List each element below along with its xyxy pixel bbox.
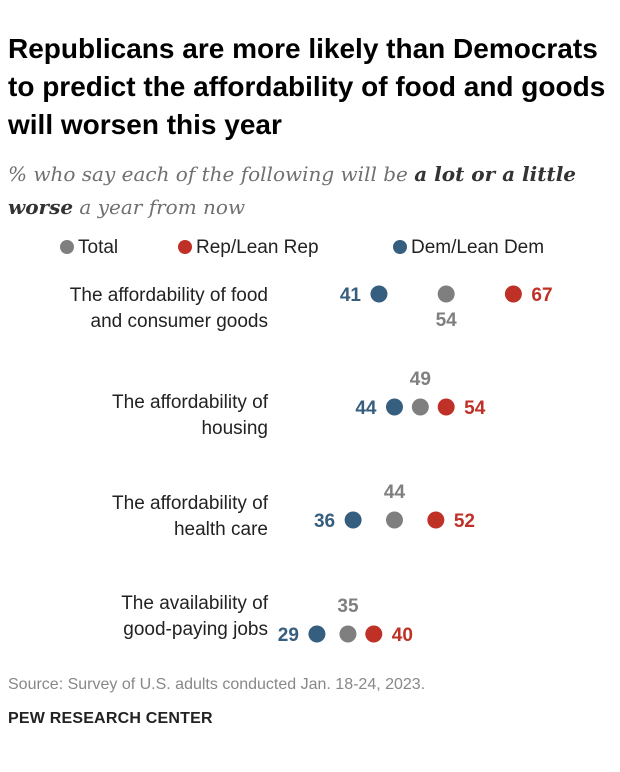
row-label-health-line2: health care	[173, 519, 268, 540]
legend-label-dem: Dem/Lean Dem	[411, 237, 545, 258]
label-rep-housing: 54	[464, 398, 486, 419]
label-rep-jobs: 40	[392, 625, 413, 646]
subtitle-pre: % who say each of the following will be	[8, 162, 415, 186]
label-rep-health: 52	[454, 511, 475, 532]
row-label-health-line1: The affordability of	[112, 493, 268, 514]
chart-subtitle: % who say each of the following will be …	[8, 158, 608, 224]
label-rep-food: 67	[531, 285, 552, 306]
dot-dem-food	[370, 285, 388, 303]
label-total-food: 54	[436, 310, 458, 331]
legend-dot-rep	[178, 240, 192, 254]
label-total-housing: 49	[410, 369, 431, 390]
legend-item-dem: Dem/Lean Dem	[393, 236, 544, 260]
row-label-housing-line1: The affordability of	[112, 392, 268, 413]
legend-label-rep: Rep/Lean Rep	[196, 237, 319, 258]
row-label-jobs-line2: good-paying jobs	[123, 619, 268, 640]
row-label-jobs: The availability of good-paying jobs	[6, 591, 268, 643]
dot-dem-jobs	[308, 625, 326, 643]
label-total-jobs: 35	[337, 596, 359, 617]
dot-rep-housing	[437, 398, 455, 416]
dot-rep-jobs	[365, 625, 383, 643]
dot-total-housing	[411, 398, 429, 416]
row-label-food-line1: The affordability of food	[69, 285, 268, 306]
legend-dot-total	[60, 240, 74, 254]
label-dem-health: 36	[314, 511, 335, 532]
row-label-housing: The affordability of housing	[6, 390, 268, 442]
dot-dem-housing	[385, 398, 403, 416]
dot-total-food	[437, 285, 455, 303]
dot-total-health	[385, 511, 403, 529]
source-note: Source: Survey of U.S. adults conducted …	[8, 676, 426, 693]
label-dem-food: 41	[340, 285, 362, 306]
row-label-jobs-line1: The availability of	[121, 593, 268, 614]
label-total-health: 44	[384, 482, 406, 503]
legend-dot-dem	[393, 240, 407, 254]
chart-title: Republicans are more likely than Democra…	[8, 33, 606, 140]
subtitle-post: a year from now	[73, 195, 246, 219]
dot-total-jobs	[339, 625, 357, 643]
dot-rep-food	[504, 285, 522, 303]
label-dem-housing: 44	[355, 398, 377, 419]
row-label-food-line2: and consumer goods	[90, 311, 268, 332]
dot-rep-health	[427, 511, 445, 529]
row-label-food: The affordability of food and consumer go…	[6, 283, 268, 335]
legend-item-total: Total	[60, 236, 118, 260]
legend-label-total: Total	[78, 237, 119, 258]
row-label-health: The affordability of health care	[6, 491, 268, 543]
label-dem-jobs: 29	[278, 625, 299, 646]
brand-logo: PEW RESEARCH CENTER	[8, 710, 213, 727]
dot-dem-health	[344, 511, 362, 529]
row-label-housing-line2: housing	[201, 418, 268, 439]
legend-item-rep: Rep/Lean Rep	[178, 236, 319, 260]
subtitle-emphasis: a lot or a little worse	[8, 162, 577, 219]
